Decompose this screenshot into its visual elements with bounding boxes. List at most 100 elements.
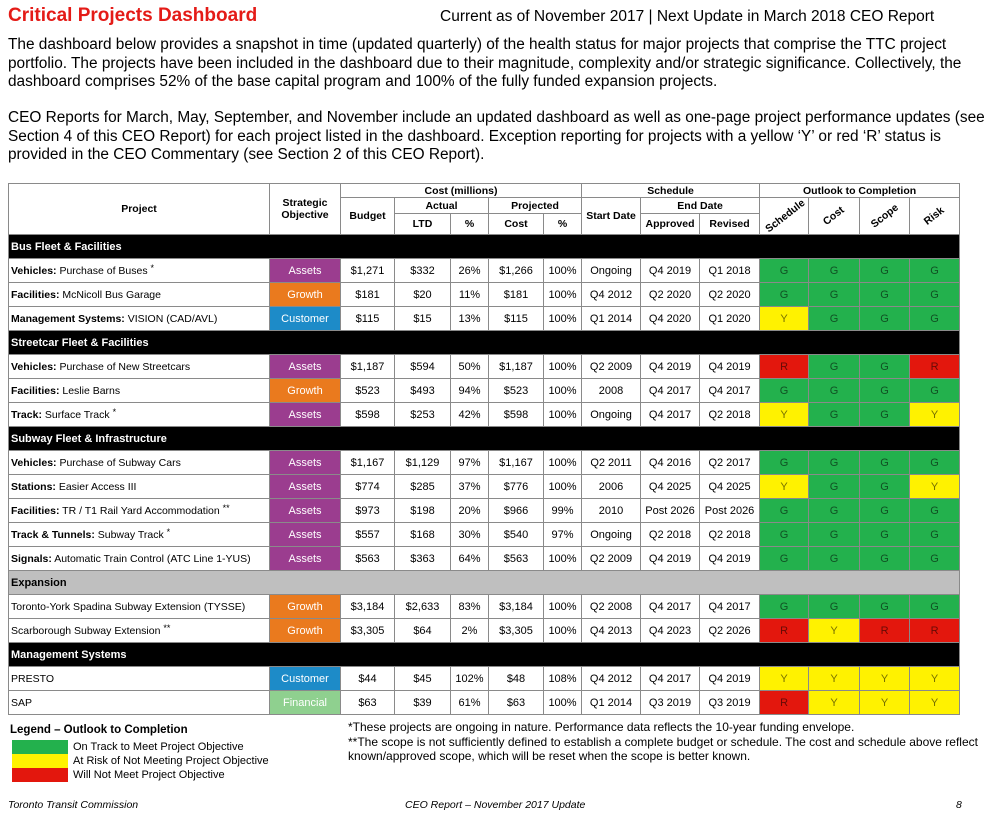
- start-cell: Q2 2011: [581, 450, 642, 475]
- table-body: Bus Fleet & Facilities Vehicles: Purchase…: [7, 234, 961, 715]
- ltd-cell: $285: [394, 474, 451, 499]
- project-row: Stations: Easier Access III Assets $774 $28…: [8, 474, 961, 499]
- project-row: SAP Financial $63 $39 61% $63 100% Q1 2014 Q3 20…: [8, 690, 961, 715]
- budget-cell: $3,184: [340, 594, 395, 619]
- outlook-cell: Y: [808, 690, 861, 715]
- ltd-pct-cell: 50%: [450, 354, 489, 379]
- projected-cost-cell: $563: [488, 546, 544, 571]
- dashboard-table: Project Strategic Objective Cost (millio…: [7, 183, 961, 715]
- objective-cell: Financial: [269, 690, 341, 715]
- revised-cell: Q2 2018: [699, 522, 761, 547]
- project-cell: Vehicles: Purchase of Subway Cars: [8, 450, 270, 475]
- section-header: Management Systems: [7, 642, 961, 667]
- outlook-cell: G: [859, 282, 911, 307]
- outlook-cell: G: [859, 306, 911, 331]
- revised-cell: Q4 2019: [699, 546, 761, 571]
- approved-cell: Q4 2017: [640, 402, 701, 427]
- ltd-cell: $45: [394, 666, 451, 691]
- approved-cell: Q3 2019: [640, 690, 701, 715]
- title: Critical Projects Dashboard: [8, 5, 258, 26]
- project-label: Management Systems:: [11, 312, 125, 325]
- outlook-cell: G: [808, 594, 861, 619]
- header-cell: %: [450, 213, 489, 235]
- outlook-cell: G: [759, 498, 810, 523]
- note-mark: **: [222, 502, 230, 513]
- ltd-pct-cell: 64%: [450, 546, 489, 571]
- outlook-cell: G: [859, 546, 911, 571]
- outlook-cell: G: [808, 378, 861, 403]
- header-cell: Cost (millions): [339, 183, 583, 198]
- projected-pct-cell: 100%: [542, 594, 583, 619]
- revised-cell: Q2 2020: [699, 282, 761, 307]
- outlook-cell: G: [909, 546, 961, 571]
- project-cell: SAP: [8, 690, 270, 715]
- budget-cell: $563: [340, 546, 395, 571]
- revised-cell: Q1 2020: [699, 306, 761, 331]
- revised-cell: Q4 2025: [699, 474, 761, 499]
- outlook-cell: G: [808, 402, 861, 427]
- section-header: Subway Fleet & Infrastructure: [7, 426, 961, 451]
- outlook-cell: G: [808, 282, 861, 307]
- project-cell: Facilities: McNicoll Bus Garage: [8, 282, 270, 307]
- start-cell: 2010: [581, 498, 642, 523]
- project-name: PRESTO: [11, 672, 54, 685]
- approved-cell: Q4 2025: [640, 474, 701, 499]
- project-row: Signals: Automatic Train Control (ATC Li…: [8, 546, 961, 571]
- ltd-pct-cell: 42%: [450, 402, 489, 427]
- project-cell: Scarborough Subway Extension **: [8, 618, 270, 643]
- projected-cost-cell: $63: [488, 690, 544, 715]
- projected-pct-cell: 100%: [542, 306, 583, 331]
- intro-paragraph: The dashboard below provides a snapshot …: [8, 36, 962, 90]
- header-cell: %: [542, 213, 583, 235]
- projected-pct-cell: 100%: [542, 258, 583, 283]
- project-cell: Track & Tunnels: Subway Track *: [8, 522, 270, 547]
- outlook-cell: G: [808, 546, 861, 571]
- start-cell: Q2 2009: [581, 354, 642, 379]
- projected-pct-cell: 108%: [542, 666, 583, 691]
- projected-cost-cell: $1,167: [488, 450, 544, 475]
- outlook-cell: R: [909, 354, 961, 379]
- ltd-pct-cell: 102%: [450, 666, 489, 691]
- budget-cell: $63: [340, 690, 395, 715]
- outlook-cell: Y: [909, 666, 961, 691]
- approved-cell: Q4 2020: [640, 306, 701, 331]
- project-name: Subway Track: [97, 528, 164, 541]
- outlook-cell: R: [759, 618, 810, 643]
- budget-cell: $973: [340, 498, 395, 523]
- objective-cell: Growth: [269, 378, 341, 403]
- start-cell: 2006: [581, 474, 642, 499]
- outlook-cell: G: [759, 522, 810, 547]
- start-cell: Ongoing: [581, 402, 642, 427]
- outlook-cell: G: [909, 282, 961, 307]
- start-cell: Q4 2012: [581, 282, 642, 307]
- legend-label: Will Not Meet Project Objective: [73, 769, 225, 781]
- outlook-cell: Y: [909, 474, 961, 499]
- outlook-cell: G: [859, 450, 911, 475]
- project-cell: PRESTO: [8, 666, 270, 691]
- project-name: McNicoll Bus Garage: [62, 288, 161, 301]
- projected-pct-cell: 97%: [542, 522, 583, 547]
- outlook-cell: Y: [759, 474, 810, 499]
- project-row: Vehicles: Purchase of Buses * Assets $1,27…: [8, 258, 961, 283]
- section-row: Subway Fleet & Infrastructure: [7, 426, 961, 451]
- outlook-cell: G: [808, 522, 861, 547]
- revised-cell: Q2 2018: [699, 402, 761, 427]
- project-name: Purchase of Buses: [59, 264, 148, 277]
- outlook-cell: G: [859, 402, 911, 427]
- budget-cell: $557: [340, 522, 395, 547]
- note-mark: *: [150, 262, 155, 273]
- project-name: Purchase of New Streetcars: [59, 360, 191, 373]
- project-label: Facilities:: [11, 384, 60, 397]
- projected-cost-cell: $1,187: [488, 354, 544, 379]
- note-mark: **: [163, 622, 171, 633]
- budget-cell: $598: [340, 402, 395, 427]
- header-cell: Cost: [808, 197, 861, 235]
- objective-cell: Growth: [269, 594, 341, 619]
- ltd-cell: $20: [394, 282, 451, 307]
- approved-cell: Q4 2017: [640, 666, 701, 691]
- ltd-pct-cell: 26%: [450, 258, 489, 283]
- budget-cell: $523: [340, 378, 395, 403]
- project-name: SAP: [11, 696, 33, 709]
- projected-cost-cell: $966: [488, 498, 544, 523]
